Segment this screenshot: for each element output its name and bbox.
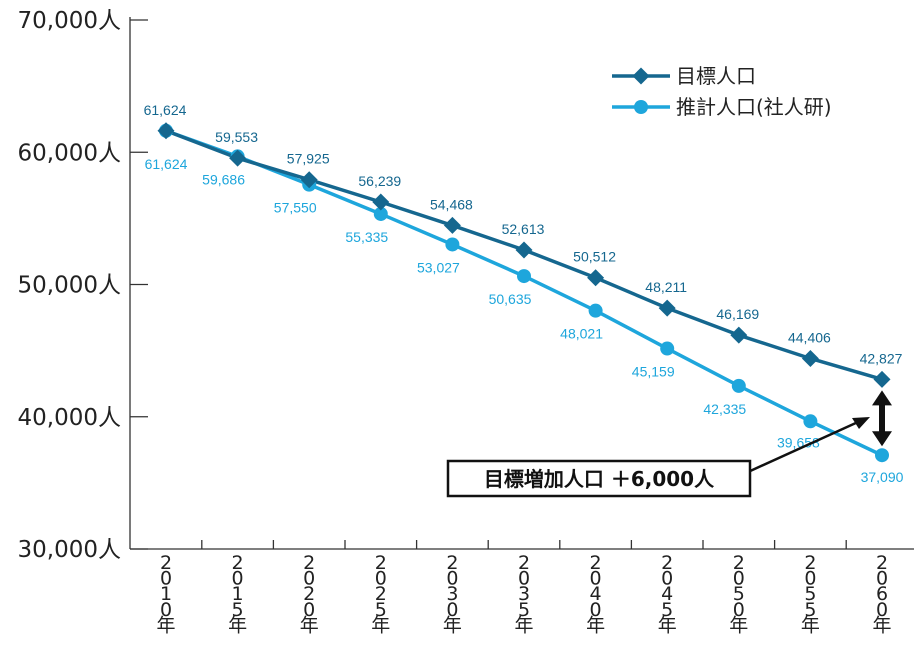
data-label-target: 56,239	[358, 173, 401, 189]
data-point-diamond	[157, 122, 175, 140]
data-point-diamond	[801, 349, 819, 367]
data-label-estimate: 42,335	[703, 401, 746, 417]
data-label-target: 44,406	[788, 329, 831, 345]
data-point-circle	[445, 237, 460, 252]
legend-label: 推計人口(社人研)	[676, 95, 832, 119]
y-tick-label: 60,000人	[18, 140, 121, 166]
series-group: 61,624 59,553 57,925 56,239 54,468 52,613 50,5…	[144, 102, 904, 485]
data-label-estimate: 48,021	[560, 326, 603, 342]
y-axis-labels: 30,000人 40,000人 50,000人 60,000人 70,000人	[18, 8, 121, 563]
data-label-estimate: 53,027	[417, 259, 460, 275]
difference-arrow-head-down	[872, 431, 892, 447]
data-label-target: 61,624	[144, 102, 187, 118]
data-point-circle	[731, 378, 746, 393]
data-label-estimate: 45,159	[632, 364, 675, 380]
data-label-estimate: 57,550	[274, 200, 317, 216]
data-label-target: 48,211	[645, 279, 687, 295]
data-point-diamond	[658, 299, 676, 317]
data-point-circle	[803, 414, 818, 429]
difference-arrow-head-up	[872, 390, 892, 406]
data-label-estimate: 55,335	[345, 229, 388, 245]
data-point-diamond	[372, 193, 390, 211]
data-point-diamond	[515, 241, 533, 259]
data-label-estimate: 59,686	[202, 171, 245, 187]
annotation-callout: 目標増加人口 ＋6,000人	[446, 390, 892, 498]
data-label-estimate: 39,658	[777, 434, 820, 450]
data-label-target: 46,169	[716, 306, 759, 322]
y-tick-label: 40,000人	[18, 405, 121, 431]
data-point-diamond	[229, 149, 247, 167]
data-point-diamond	[587, 269, 605, 287]
legend-marker-circle	[634, 100, 648, 114]
data-point-circle	[373, 206, 388, 221]
callout-pointer-line	[747, 420, 859, 474]
data-point-diamond	[873, 370, 891, 388]
x-axis-labels: 2 0 1 0 年 2 0 1 5 年 2 0 2 0 年 2 0 2 5 年 2 0 3 0 年 2 0 3 5 年 2 0 4 0 年 2 0 4 5 年…	[156, 552, 891, 636]
data-label-estimate: 50,635	[489, 291, 532, 307]
data-label-target: 57,925	[287, 151, 330, 167]
y-tick-label: 70,000人	[18, 8, 121, 34]
data-label-estimate: 61,624	[145, 156, 188, 172]
callout-pointer-head	[852, 417, 870, 429]
y-tick-label: 50,000人	[18, 273, 121, 299]
data-label-target: 42,827	[860, 350, 903, 366]
data-point-circle	[517, 269, 531, 284]
data-label-target: 59,553	[215, 129, 258, 145]
data-point-circle	[588, 303, 603, 318]
data-point-diamond	[730, 326, 748, 344]
axes	[129, 17, 914, 550]
data-point-circle	[875, 448, 889, 463]
y-tick-label: 30,000人	[18, 537, 121, 563]
data-point-circle	[660, 341, 675, 356]
legend-marker-diamond	[632, 67, 650, 85]
data-label-target: 50,512	[573, 249, 616, 265]
data-point-diamond	[443, 216, 461, 234]
data-label-target: 52,613	[502, 221, 545, 237]
data-point-diamond	[300, 171, 318, 189]
data-label-estimate: 37,090	[861, 469, 904, 485]
callout-text: 目標増加人口 ＋6,000人	[484, 467, 715, 491]
legend-label: 目標人口	[676, 64, 756, 88]
callout-box	[446, 459, 752, 498]
data-label-target: 54,468	[430, 196, 473, 212]
